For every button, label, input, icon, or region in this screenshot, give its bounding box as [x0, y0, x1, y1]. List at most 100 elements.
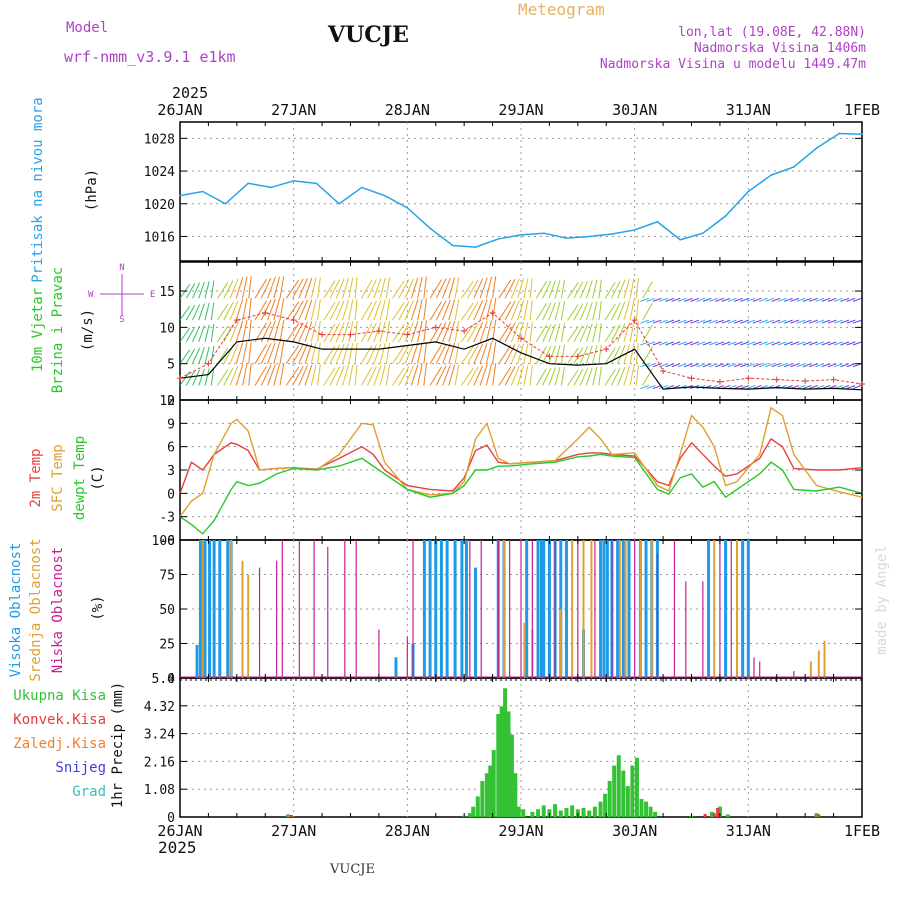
wind-arrow	[690, 341, 700, 346]
wind-arrow	[715, 319, 725, 324]
wind-arrow	[285, 301, 300, 321]
wind-arrow	[398, 344, 410, 364]
wind-arrow	[185, 283, 196, 299]
wind-arrow	[734, 385, 743, 390]
wind-gust-marker	[375, 328, 382, 334]
wind-arrow	[248, 341, 252, 364]
wind-arrow	[510, 343, 520, 364]
mid-cloud-bar	[559, 609, 562, 678]
wind-arrow	[510, 300, 520, 321]
high-cloud-bar	[474, 567, 478, 678]
wind-arrow	[802, 385, 812, 390]
wind-arrow	[690, 363, 700, 368]
wind-arrow	[567, 369, 579, 386]
wind-arrow	[765, 363, 775, 368]
wind-arrow	[223, 280, 234, 299]
wind-arrow	[185, 370, 196, 386]
wind-arrow	[454, 342, 460, 364]
high-cloud-bar	[422, 540, 426, 678]
wind-arrow	[734, 341, 743, 346]
wind-arrow	[229, 300, 239, 321]
wind-arrow	[448, 299, 456, 321]
wind-arrow	[548, 345, 556, 364]
wind-arrow	[304, 277, 313, 299]
wind-arrow	[342, 299, 349, 321]
wind-arrow	[485, 276, 493, 299]
x-tick-label-top: 30JAN	[612, 101, 657, 119]
total-precip-bar	[598, 801, 603, 817]
wind-arrow	[715, 363, 725, 368]
wind-arrow	[617, 345, 626, 364]
high-cloud-bar	[605, 540, 609, 678]
wind-arrow	[598, 366, 602, 386]
x-tick-label-bottom: 30JAN	[612, 822, 657, 840]
low-cloud-bar	[520, 540, 522, 678]
wind-arrow	[210, 280, 215, 299]
wind-arrow	[198, 368, 205, 386]
y-tick-label: 100	[152, 534, 175, 549]
wind-arrow	[777, 341, 787, 346]
wind-arrow	[254, 300, 267, 321]
wind-arrow	[827, 297, 837, 302]
total-precip-bar	[521, 809, 526, 817]
total-precip-bar	[506, 711, 511, 817]
wind-arrow	[373, 365, 382, 386]
wind-arrow	[535, 302, 547, 321]
wind-arrow	[604, 325, 616, 343]
wind-arrow	[217, 369, 229, 386]
total-precip-bar	[530, 811, 535, 817]
wind-arrow	[790, 297, 800, 302]
wind-arrow	[815, 363, 825, 368]
low-cloud-bar	[554, 540, 556, 678]
wind-arrow	[690, 319, 700, 324]
wind-arrow	[659, 385, 668, 390]
wind-arrow	[335, 365, 345, 386]
wind-arrow	[279, 341, 285, 364]
wind-arrow	[360, 301, 373, 321]
wind-arrow	[279, 298, 285, 321]
wind-arrow	[734, 363, 743, 368]
wind-arrow	[223, 302, 234, 321]
wind-arrow	[709, 363, 718, 368]
wind-arrow	[467, 301, 479, 321]
wind-arrow	[298, 343, 308, 364]
wind-arrow	[323, 367, 336, 386]
wind-gust-marker	[489, 309, 496, 316]
wind-arrow	[610, 280, 621, 299]
wind-arrow	[429, 366, 442, 386]
wind-arrow	[392, 345, 405, 364]
sfc-ylabel: SFC Temp	[50, 444, 66, 511]
high-cloud-bar	[627, 540, 631, 678]
wind-arrow	[292, 278, 304, 299]
mid-cloud-bar	[590, 540, 593, 678]
low-cloud-bar	[634, 540, 636, 678]
wind-arrow	[367, 344, 377, 364]
wind-arrow	[796, 385, 806, 390]
total-precip-bar	[480, 780, 485, 817]
legend-snow: Snijeg	[55, 760, 106, 776]
year-bottom: 2025	[158, 838, 197, 857]
wind-arrow	[671, 319, 681, 324]
y-tick-label: 0	[167, 487, 175, 502]
y-tick-label: 0	[167, 394, 175, 409]
wind-gust-marker	[233, 317, 240, 324]
wind-arrow	[771, 363, 781, 368]
pressure-point	[474, 246, 477, 248]
wind-arrow	[529, 300, 533, 321]
high-cloud-bar	[212, 540, 216, 678]
wind-arrow	[665, 297, 675, 302]
wind-arrow	[192, 304, 201, 321]
wind-arrow	[385, 299, 391, 321]
wind-arrow	[517, 278, 525, 299]
wind-arrow	[317, 320, 321, 342]
y-tick-label: 5	[167, 358, 175, 373]
y-tick-label: 12	[159, 394, 175, 409]
y-tick-label: 25	[159, 638, 175, 653]
wind-arrow	[467, 366, 479, 386]
wind-arrow	[479, 299, 488, 321]
wind-arrow	[740, 341, 750, 346]
wind-arrow	[759, 297, 768, 302]
wind-arrow	[659, 319, 668, 324]
wind-arrow	[317, 299, 321, 321]
wind-arrow	[560, 301, 565, 321]
